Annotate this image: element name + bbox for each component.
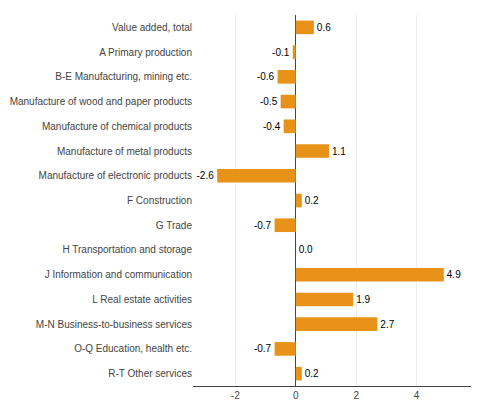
svg-text:J Information and communicatio: J Information and communication: [45, 269, 192, 280]
svg-text:-2.6: -2.6: [197, 170, 215, 181]
svg-text:-0.1: -0.1: [272, 47, 290, 58]
svg-text:Value added, total: Value added, total: [112, 22, 192, 33]
svg-text:-0.7: -0.7: [254, 343, 272, 354]
svg-text:F Construction: F Construction: [127, 195, 192, 206]
svg-text:1.9: 1.9: [356, 294, 370, 305]
svg-text:H Transportation and storage: H Transportation and storage: [62, 244, 192, 255]
svg-text:2.7: 2.7: [380, 319, 394, 330]
svg-text:R-T Other services: R-T Other services: [108, 368, 192, 379]
svg-text:4: 4: [414, 390, 420, 401]
svg-text:O-Q Education, health etc.: O-Q Education, health etc.: [74, 343, 192, 354]
svg-text:G Trade: G Trade: [156, 220, 193, 231]
svg-text:-2: -2: [231, 390, 240, 401]
svg-text:Manufacture of electronic prod: Manufacture of electronic products: [39, 170, 192, 181]
svg-text:0: 0: [293, 390, 299, 401]
svg-text:0.2: 0.2: [305, 368, 319, 379]
svg-text:-0.4: -0.4: [263, 121, 281, 132]
svg-text:-0.6: -0.6: [257, 71, 275, 82]
svg-text:B-E Manufacturing, mining etc.: B-E Manufacturing, mining etc.: [55, 71, 192, 82]
svg-text:-0.7: -0.7: [254, 220, 272, 231]
svg-text:0.0: 0.0: [299, 244, 313, 255]
svg-text:0.6: 0.6: [317, 22, 331, 33]
svg-text:2: 2: [353, 390, 359, 401]
svg-text:L Real estate activities: L Real estate activities: [92, 294, 192, 305]
svg-text:Manufacture of wood and paper: Manufacture of wood and paper products: [10, 96, 192, 107]
svg-text:0.2: 0.2: [305, 195, 319, 206]
svg-text:M-N Business-to-business servi: M-N Business-to-business services: [36, 319, 192, 330]
svg-text:1.1: 1.1: [332, 146, 346, 157]
svg-text:Manufacture of chemical produc: Manufacture of chemical products: [42, 121, 192, 132]
svg-text:Manufacture of metal products: Manufacture of metal products: [57, 146, 192, 157]
svg-text:A Primary production: A Primary production: [99, 47, 192, 58]
svg-text:-0.5: -0.5: [260, 96, 278, 107]
svg-text:4.9: 4.9: [447, 269, 461, 280]
